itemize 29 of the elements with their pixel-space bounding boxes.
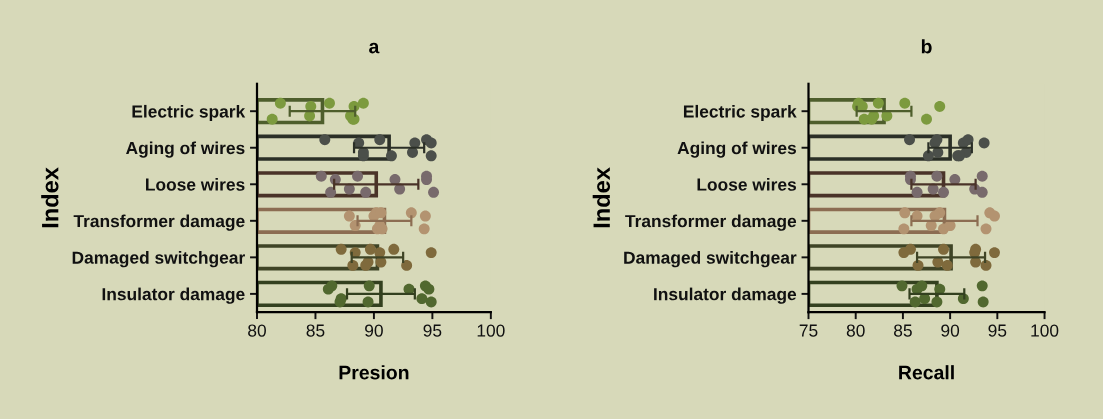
x-tick-label: 100 (1031, 324, 1059, 337)
x-tick-label: 100 (477, 324, 505, 337)
y-tick-label: Damaged switchgear (72, 251, 245, 268)
y-tick-label: Insulator damage (102, 287, 245, 304)
y-tick-label: Electric spark (683, 104, 797, 122)
chart-title: a (369, 42, 380, 54)
x-tick-label: 90 (365, 324, 383, 337)
x-tick-label: 80 (846, 324, 865, 337)
y-axis-title: Index (41, 167, 59, 228)
chart-title: b (921, 39, 932, 54)
y-tick-label: Loose wires (146, 177, 245, 191)
x-axis-title: Recall (899, 365, 954, 380)
y-axis-title: Index (592, 167, 611, 228)
y-tick-label: Transformer damage (625, 214, 797, 231)
x-tick-label: 85 (894, 324, 912, 337)
y-tick-label: Aging of wires (677, 141, 796, 158)
y-tick-label: Electric spark (132, 104, 246, 122)
y-tick-label: Insulator damage (654, 287, 797, 304)
x-tick-label: 95 (988, 324, 1007, 337)
y-tick-label: Transformer damage (73, 214, 245, 231)
x-axis-title: Presion (339, 365, 409, 380)
x-tick-label: 95 (423, 324, 442, 337)
x-tick-label: 75 (799, 324, 818, 337)
y-tick-label: Aging of wires (126, 141, 245, 158)
y-tick-label: Damaged switchgear (624, 251, 797, 268)
x-tick-label: 90 (941, 324, 960, 337)
y-tick-label: Loose wires (697, 177, 796, 191)
x-tick-label: 85 (306, 324, 325, 337)
x-tick-label: 80 (248, 324, 266, 337)
